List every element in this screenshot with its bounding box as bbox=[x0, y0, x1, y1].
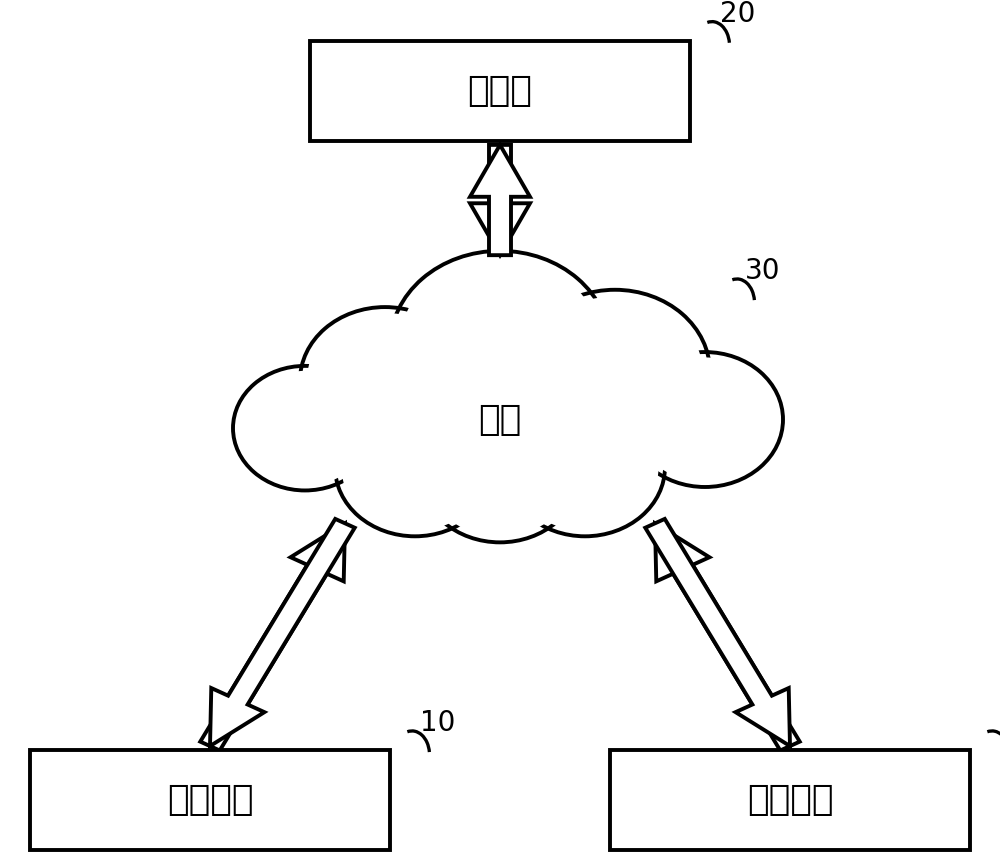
Circle shape bbox=[627, 352, 783, 487]
Circle shape bbox=[633, 357, 777, 482]
Polygon shape bbox=[200, 523, 345, 751]
Circle shape bbox=[239, 371, 371, 485]
Polygon shape bbox=[470, 144, 530, 255]
Polygon shape bbox=[655, 523, 800, 751]
Circle shape bbox=[426, 409, 574, 537]
Polygon shape bbox=[645, 519, 790, 746]
Circle shape bbox=[390, 251, 610, 441]
Circle shape bbox=[233, 366, 377, 490]
Text: 网络: 网络 bbox=[478, 402, 522, 437]
Polygon shape bbox=[470, 144, 530, 255]
Circle shape bbox=[505, 398, 665, 536]
Text: 30: 30 bbox=[745, 258, 780, 285]
Circle shape bbox=[335, 398, 495, 536]
Circle shape bbox=[307, 313, 463, 448]
Circle shape bbox=[511, 403, 659, 531]
Circle shape bbox=[520, 290, 710, 454]
Polygon shape bbox=[210, 519, 355, 746]
Text: 用户终端: 用户终端 bbox=[747, 783, 833, 817]
Bar bbox=[310, 41, 690, 140]
Text: 20: 20 bbox=[720, 0, 755, 28]
Circle shape bbox=[341, 403, 489, 531]
Circle shape bbox=[528, 297, 702, 447]
Circle shape bbox=[399, 259, 601, 433]
Text: 10: 10 bbox=[420, 709, 455, 737]
Circle shape bbox=[420, 404, 580, 542]
Bar bbox=[610, 750, 970, 849]
Circle shape bbox=[300, 307, 470, 454]
Text: 服务器: 服务器 bbox=[468, 74, 532, 108]
Text: 用户终端: 用户终端 bbox=[167, 783, 253, 817]
Bar bbox=[30, 750, 390, 849]
